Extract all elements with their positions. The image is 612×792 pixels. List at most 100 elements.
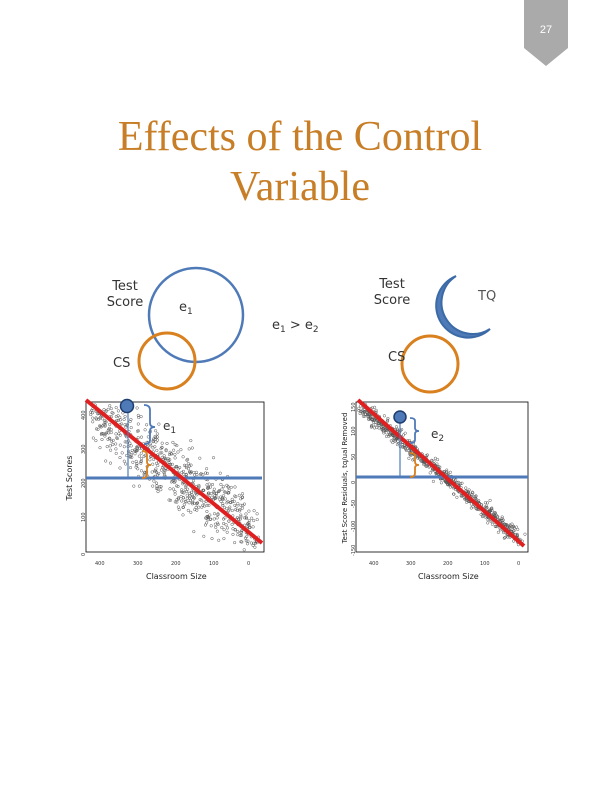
scatter-point	[187, 501, 191, 505]
scatter-point	[207, 503, 211, 507]
scatter-point	[120, 451, 124, 455]
scatter-point	[168, 450, 172, 454]
scatter-point	[151, 484, 155, 488]
left-y-label-line2: Score	[106, 295, 144, 310]
scatter-point	[238, 517, 242, 521]
tick-label: 200	[171, 561, 181, 567]
tick-label: 300	[406, 561, 416, 567]
scatter-point	[104, 459, 108, 463]
scatter-point	[433, 456, 437, 460]
left-error-label: e1	[179, 300, 193, 320]
scatter-point	[236, 502, 240, 506]
left-cs-circle	[137, 331, 197, 391]
scatter-point	[247, 509, 251, 513]
scatter-point	[235, 516, 239, 520]
scatter-point	[90, 408, 94, 412]
scatter-point	[179, 494, 183, 499]
scatter-point	[236, 533, 240, 537]
scatter-point	[160, 455, 164, 460]
scatter-point	[455, 495, 459, 499]
scatter-point	[181, 505, 185, 509]
scatter-point	[107, 426, 112, 430]
scatter-point	[222, 521, 226, 526]
scatter-point	[152, 457, 156, 461]
scatter-point	[169, 480, 173, 484]
scatter-point	[244, 539, 248, 543]
scatter-point	[219, 495, 223, 499]
scatter-point	[240, 492, 245, 496]
scatter-point	[197, 505, 201, 509]
scatter-point	[460, 481, 464, 485]
comparison-e2-sub: 2	[312, 325, 319, 335]
tick-label: 50	[351, 453, 357, 460]
scatter-point	[198, 498, 202, 502]
scatter-point	[170, 462, 174, 466]
scatter-point	[218, 497, 222, 501]
scatter-point	[367, 417, 371, 421]
scatter-point	[183, 488, 187, 492]
scatter-point	[485, 501, 490, 505]
scatter-point	[180, 488, 184, 492]
scatter-point	[463, 497, 467, 501]
scatter-point	[216, 522, 220, 527]
scatter-point	[128, 419, 132, 424]
scatter-point	[114, 432, 118, 436]
scatter-point	[230, 508, 234, 513]
scatter-point	[401, 433, 406, 437]
scatter-point	[219, 482, 223, 486]
scatter-point	[362, 410, 366, 414]
scatter-point	[216, 521, 220, 525]
scatter-point	[204, 471, 208, 475]
scatter-point	[190, 502, 194, 506]
scatter-point	[107, 436, 111, 440]
scatter-point	[436, 458, 440, 462]
scatter-point	[154, 481, 159, 485]
scatter-point	[115, 436, 119, 441]
scatter-point	[210, 495, 214, 499]
scatter-point	[160, 451, 164, 455]
scatter-point	[135, 463, 139, 467]
scatter-point	[104, 420, 108, 424]
scatter-point	[467, 488, 471, 492]
scatter-point	[225, 530, 229, 534]
scatter-point	[109, 415, 114, 419]
scatter-point	[91, 420, 95, 424]
scatter-point	[368, 416, 372, 421]
scatter-point	[239, 503, 243, 507]
left-blue-brace	[143, 404, 156, 445]
scatter-point	[139, 451, 143, 455]
scatter-point	[240, 495, 245, 499]
scatter-point	[244, 512, 248, 516]
scatter-point	[185, 496, 189, 500]
scatter-point	[182, 463, 187, 467]
scatter-point	[138, 446, 142, 450]
scatter-point	[123, 414, 127, 419]
tick-label: 0	[247, 561, 251, 567]
scatter-point	[98, 446, 102, 450]
scatter-point	[181, 513, 185, 517]
title-line-1: Effects of the Control	[117, 114, 483, 160]
left-plot-error-label: e1	[163, 418, 176, 439]
scatter-point	[496, 515, 500, 519]
right-regression-line	[356, 398, 526, 548]
scatter-point	[179, 448, 183, 452]
scatter-point	[175, 484, 179, 488]
scatter-point	[175, 500, 179, 504]
scatter-point	[195, 508, 199, 512]
scatter-point	[197, 483, 201, 487]
scatter-point	[221, 517, 226, 521]
scatter-point	[173, 443, 177, 447]
scatter-point	[132, 484, 136, 488]
scatter-point	[238, 507, 242, 512]
scatter-point	[510, 522, 514, 526]
scatter-point	[164, 448, 168, 452]
scatter-point	[480, 515, 485, 519]
scatter-point	[114, 406, 118, 410]
scatter-point	[229, 485, 233, 489]
right-y-label: Test Score	[367, 277, 417, 309]
scatter-point	[151, 462, 155, 466]
scatter-point	[122, 445, 126, 449]
scatter-point	[389, 431, 393, 435]
scatter-point	[369, 425, 373, 429]
